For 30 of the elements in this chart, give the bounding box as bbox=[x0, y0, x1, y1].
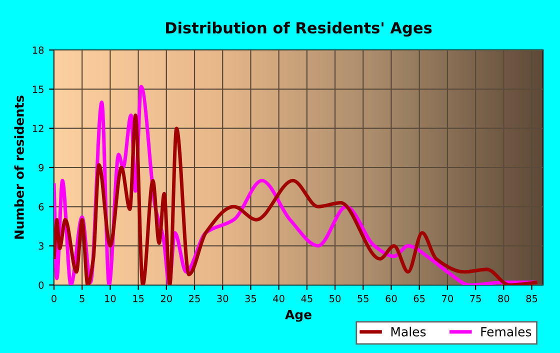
x-tick-label: 60 bbox=[386, 294, 397, 302]
y-tick-label: 3 bbox=[38, 242, 44, 250]
legend-label: Males bbox=[391, 326, 426, 336]
x-tick-label: 15 bbox=[133, 295, 144, 302]
x-tick-label: 75 bbox=[470, 295, 481, 302]
y-tick-label: 12 bbox=[32, 124, 44, 132]
x-tick-label: 0 bbox=[52, 294, 56, 302]
x-tick-label: 55 bbox=[358, 295, 368, 302]
chart-title: Distribution of Residents' Ages bbox=[166, 22, 432, 37]
y-axis-title: Number of residents bbox=[14, 96, 24, 239]
x-tick-label: 40 bbox=[273, 294, 284, 302]
x-tick-label: 20 bbox=[160, 294, 172, 302]
x-tick-label: 10 bbox=[105, 294, 116, 302]
x-tick-label: 30 bbox=[217, 294, 228, 302]
x-tick-label: 25 bbox=[189, 294, 200, 302]
x-axis-title: Age bbox=[285, 310, 312, 322]
legend-label: Females bbox=[481, 326, 532, 336]
x-tick-label: 35 bbox=[245, 294, 256, 302]
y-tick-label: 15 bbox=[32, 86, 44, 93]
x-tick-label: 45 bbox=[301, 295, 312, 302]
x-tick-label: 80 bbox=[498, 294, 510, 302]
y-tick-label: 0 bbox=[38, 281, 44, 289]
x-tick-label: 5 bbox=[80, 295, 84, 302]
y-tick-label: 6 bbox=[38, 203, 44, 210]
x-tick-label: 70 bbox=[442, 294, 453, 302]
x-tick-label: 85 bbox=[526, 294, 538, 302]
x-tick-label: 50 bbox=[330, 294, 341, 302]
y-tick-label: 18 bbox=[32, 46, 44, 54]
x-tick-label: 65 bbox=[414, 294, 425, 302]
y-tick-label: 9 bbox=[38, 164, 44, 172]
